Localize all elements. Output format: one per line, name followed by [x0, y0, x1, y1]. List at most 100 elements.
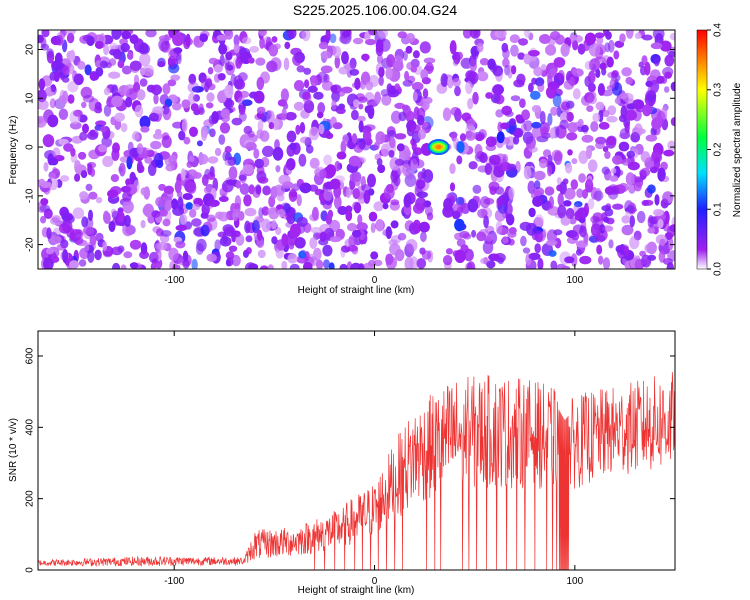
spectrogram-cell: [78, 259, 87, 267]
spectrogram-cell: [252, 219, 260, 234]
spectrogram-cell: [612, 155, 623, 165]
spectrogram-cell: [633, 230, 642, 241]
spectrogram-cell: [307, 85, 318, 93]
spectrogram-cell: [140, 42, 149, 55]
spectrogram-cell: [129, 262, 139, 269]
spectrogram-cell: [624, 110, 637, 121]
spectrogram-cell: [309, 256, 318, 267]
snr-y-ticks: 0 200 400 600: [25, 347, 675, 573]
spectrogram-cell: [157, 61, 166, 68]
spectrogram-cell: [405, 33, 415, 43]
spectrogram-cell: [257, 249, 266, 259]
spectrogram-cell: [534, 230, 544, 243]
spectrogram-cell: [666, 262, 674, 269]
spectrogram-cell: [276, 193, 285, 202]
spectrogram-cell: [149, 251, 159, 264]
spectrogram-cell: [67, 94, 75, 104]
spectrogram-cell: [590, 223, 602, 237]
spectrogram-cell: [363, 53, 369, 62]
spectrogram-cell: [159, 35, 171, 42]
spectrogram-cell: [233, 34, 240, 47]
spectrogram-cell: [69, 49, 76, 62]
spectrogram-cell: [479, 152, 488, 164]
spectrogram-cell: [207, 156, 219, 164]
spectrogram-cell: [139, 250, 150, 259]
spectrogram-cell: [74, 173, 81, 182]
spectrogram-cell: [482, 240, 494, 254]
spectrogram-cell: [604, 208, 614, 217]
spectrogram-cell: [664, 86, 670, 93]
spectrogram-cell: [550, 30, 561, 41]
spectrogram-cell: [73, 109, 83, 117]
spectrogram-cell: [162, 83, 171, 95]
spectrogram-cell: [550, 260, 558, 269]
spectrogram-cell: [557, 204, 567, 219]
spectrogram-cell: [389, 137, 396, 149]
spectrogram-cell: [640, 151, 651, 163]
spectrogram-cell: [120, 43, 130, 53]
spectrogram-cell: [167, 55, 176, 67]
spectrogram-cell: [634, 32, 642, 40]
spectrogram-cell: [368, 188, 375, 196]
spectrogram-cell: [167, 79, 177, 87]
spectrogram-cell: [111, 246, 123, 256]
spectrogram-cell: [495, 109, 504, 118]
spectrogram-cell: [129, 171, 136, 183]
spectrogram-cell: [608, 39, 615, 53]
spectrogram-cell: [182, 259, 190, 269]
spectrogram-cell: [403, 194, 412, 208]
spectrogram-cell: [227, 156, 237, 166]
spectrogram-cell: [405, 110, 415, 123]
spectrogram-cell: [397, 232, 407, 241]
snr-y-axis-label: SNR (10 * v/v): [8, 418, 19, 482]
spectrogram-cell: [618, 141, 630, 152]
spectrogram-cell: [193, 94, 200, 102]
spectrogram-cell: [357, 214, 363, 225]
spectrogram-cell: [60, 239, 69, 249]
spectrogram-cell: [267, 264, 274, 269]
spectrogram-cell: [245, 235, 253, 243]
spectrogram-cell: [385, 226, 392, 240]
spectrogram-cell: [388, 150, 395, 158]
spectrogram-cell: [644, 61, 651, 76]
spectrogram-cell: [111, 210, 120, 220]
spectrogram-cell: [281, 260, 288, 269]
spectrogram-cell: [506, 213, 515, 226]
spectrogram-cell: [82, 34, 93, 42]
spectrogram-cell: [548, 196, 555, 209]
spectrogram-cell: [100, 125, 107, 133]
spectrogram-cell: [50, 235, 62, 245]
spectrogram-cell: [134, 104, 144, 118]
spectrogram-cell: [412, 219, 422, 234]
spectrogram-cell: [290, 223, 301, 238]
spectrogram-cell: [268, 207, 280, 220]
spectrogram-cell: [357, 115, 366, 122]
spectrogram-cell: [447, 77, 453, 88]
spectrogram-cell: [509, 34, 520, 44]
spectrogram-cell: [417, 114, 425, 126]
spectrogram-cell: [246, 247, 252, 255]
spectrogram-cell: [262, 145, 274, 157]
spectrogram-cell: [206, 214, 216, 222]
spectrogram-cell: [405, 239, 418, 253]
spectrogram-cell: [257, 176, 269, 184]
spectrogram-cell: [226, 64, 234, 71]
spectrogram-cell: [172, 33, 185, 46]
spectrogram-cell: [508, 187, 515, 200]
spectrogram-cell: [155, 196, 167, 208]
spectrogram-cell: [81, 216, 89, 228]
spectrogram-cell: [421, 77, 431, 85]
spectrogram-cell: [191, 203, 201, 211]
spectrogram-cell: [626, 150, 636, 159]
spectrogram-cell: [321, 80, 333, 91]
spectrogram-cell: [150, 262, 157, 269]
spectrogram-cell: [385, 253, 394, 265]
spectrogram-cell: [192, 197, 201, 206]
spectrogram-y-axis-label: Frequency (Hz): [8, 116, 19, 185]
spectrogram-cell: [546, 239, 558, 246]
spectrogram-cell: [198, 107, 205, 115]
spectrogram-cell: [293, 101, 305, 111]
spectrogram-cell: [528, 82, 534, 93]
spectrogram-cell: [419, 221, 430, 233]
spectrogram-cell: [224, 145, 232, 154]
